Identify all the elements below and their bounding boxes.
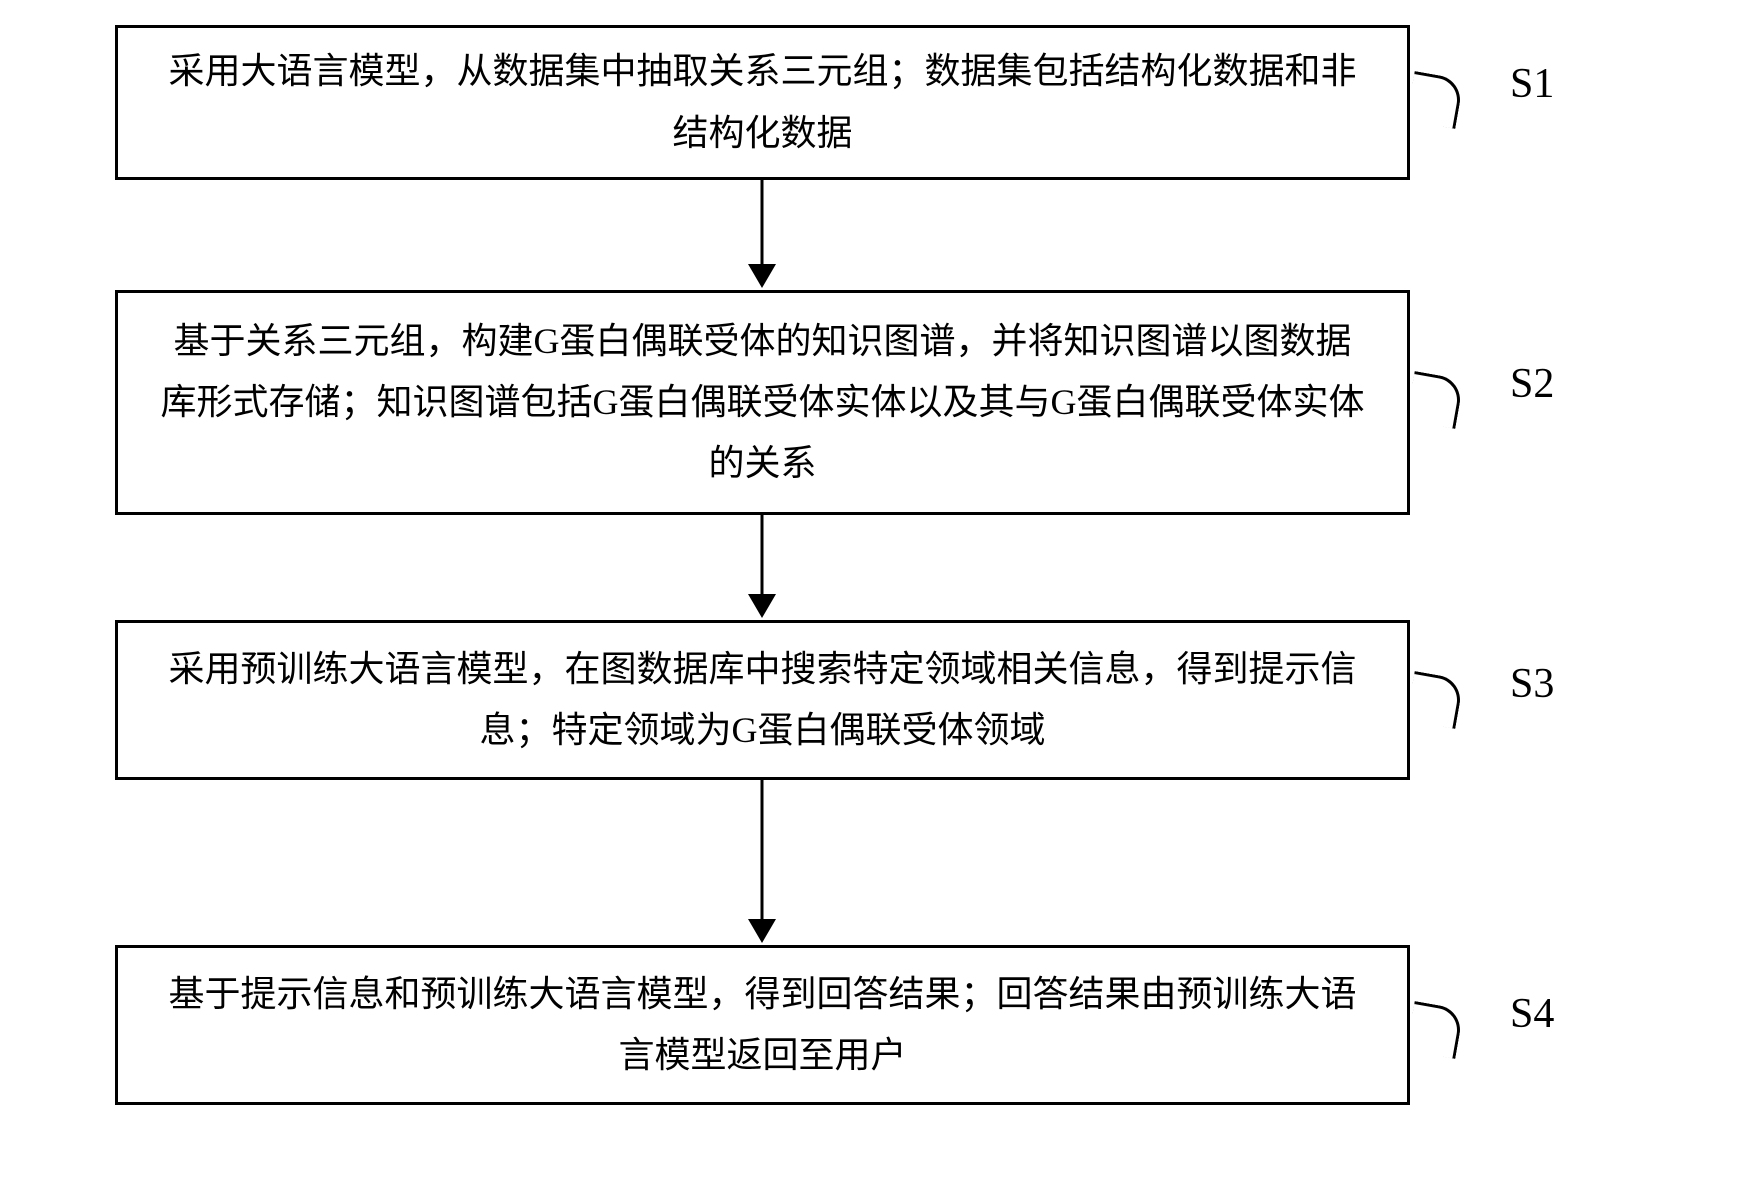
flow-step-s2-text: 基于关系三元组，构建G蛋白偶联受体的知识图谱，并将知识图谱以图数据库形式存储；知… [158,311,1367,495]
flow-step-s3-label: S3 [1510,660,1554,708]
flow-step-s4-text: 基于提示信息和预训练大语言模型，得到回答结果；回答结果由预训练大语言模型返回至用… [158,964,1367,1086]
arrow-s1-s2-head-icon [748,264,776,288]
flow-step-s1: 采用大语言模型，从数据集中抽取关系三元组；数据集包括结构化数据和非结构化数据 [115,25,1410,180]
arrow-s1-s2-line [761,180,764,264]
arrow-s2-s3-line [761,515,764,594]
flow-step-s2: 基于关系三元组，构建G蛋白偶联受体的知识图谱，并将知识图谱以图数据库形式存储；知… [115,290,1410,515]
label-connector-s3-icon [1406,671,1464,729]
arrow-s3-s4-head-icon [748,919,776,943]
label-connector-s2-icon [1406,371,1464,429]
label-connector-s1-icon [1406,71,1464,129]
arrow-s2-s3-head-icon [748,594,776,618]
label-connector-s4-icon [1406,1001,1464,1059]
flow-step-s4-label: S4 [1510,990,1554,1038]
flow-step-s2-label: S2 [1510,360,1554,408]
flowchart-container: 采用大语言模型，从数据集中抽取关系三元组；数据集包括结构化数据和非结构化数据 基… [0,0,1749,1179]
flow-step-s1-label: S1 [1510,60,1554,108]
flow-step-s4: 基于提示信息和预训练大语言模型，得到回答结果；回答结果由预训练大语言模型返回至用… [115,945,1410,1105]
flow-step-s3: 采用预训练大语言模型，在图数据库中搜索特定领域相关信息，得到提示信息；特定领域为… [115,620,1410,780]
flow-step-s1-text: 采用大语言模型，从数据集中抽取关系三元组；数据集包括结构化数据和非结构化数据 [158,41,1367,163]
flow-step-s3-text: 采用预训练大语言模型，在图数据库中搜索特定领域相关信息，得到提示信息；特定领域为… [158,639,1367,761]
arrow-s3-s4-line [761,780,764,919]
